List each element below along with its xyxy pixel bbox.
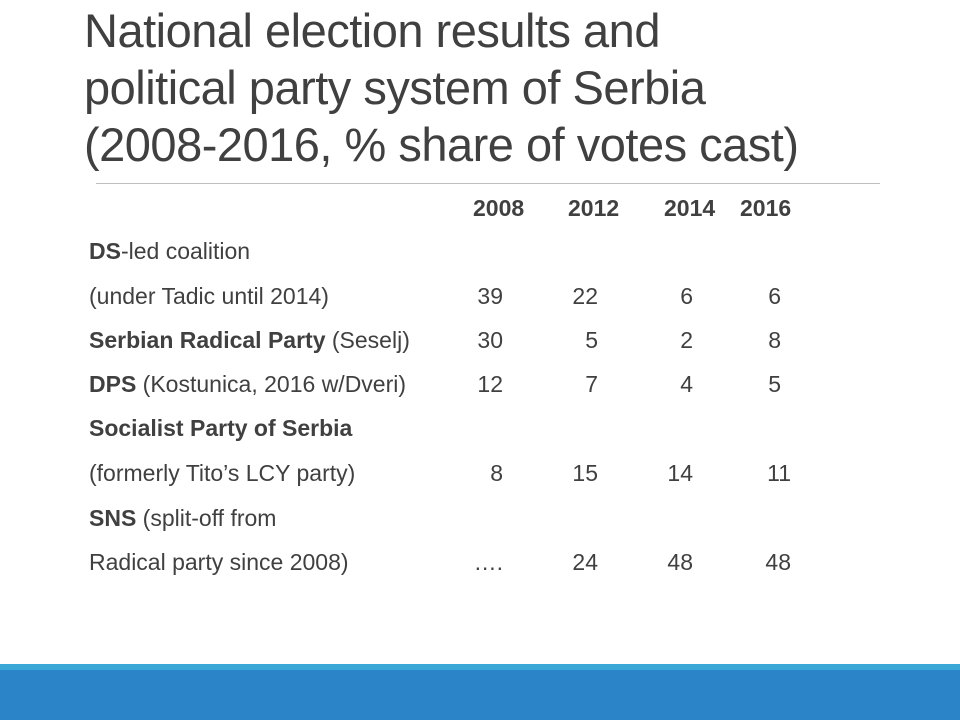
slide-title: National election results and political … (84, 2, 944, 173)
row-label-rest: (under Tadic until 2014) (89, 283, 329, 309)
cell-value: 15 (572, 460, 598, 486)
row-label: Radical party since 2008) (89, 548, 349, 576)
cell-value: …. (473, 549, 503, 575)
row-label: (formerly Tito’s LCY party) (89, 459, 355, 487)
cell-value: 2 (680, 327, 693, 353)
row-label-bold: Serbian Radical Party (89, 327, 326, 353)
row-label-rest: -led coalition (120, 238, 251, 264)
column-header-2008: 2008 (473, 195, 525, 221)
cell-value: 7 (585, 371, 598, 397)
cell-value: 22 (572, 283, 598, 309)
row-label: Serbian Radical Party (Seselj) (89, 326, 410, 354)
cell-value: 6 (768, 283, 781, 309)
row-label-rest: (split-off from (136, 505, 277, 531)
cell-value: 39 (477, 283, 503, 309)
row-label: SNS (split-off from (89, 504, 276, 532)
row-label-bold: SNS (89, 505, 137, 531)
cell-value: 5 (768, 371, 781, 397)
row-label-rest: (formerly Tito’s LCY party) (89, 460, 356, 486)
row-label-rest: (Seselj) (325, 327, 410, 353)
cell-value: 5 (585, 327, 598, 353)
cell-value: 6 (680, 283, 693, 309)
column-header-2016: 2016 (740, 195, 792, 221)
row-label-bold: DS (89, 238, 121, 264)
row-label-rest: (Kostunica, 2016 w/Dveri) (136, 371, 407, 397)
row-label-bold: DPS (89, 371, 137, 397)
title-divider (96, 183, 880, 184)
row-label: DS-led coalition (89, 237, 250, 265)
row-label: DPS (Kostunica, 2016 w/Dveri) (89, 370, 406, 398)
cell-value: 14 (667, 460, 693, 486)
column-header-2012: 2012 (568, 195, 620, 221)
row-label: (under Tadic until 2014) (89, 282, 329, 310)
row-label-bold: Socialist Party of Serbia (89, 415, 353, 441)
cell-value: 4 (680, 371, 693, 397)
column-header-2014: 2014 (664, 195, 716, 221)
title-line-1: National election results and (84, 4, 660, 57)
footer-band (0, 670, 960, 720)
row-label: Socialist Party of Serbia (89, 414, 352, 442)
cell-value: 12 (477, 371, 503, 397)
cell-value: 24 (572, 549, 598, 575)
cell-value: 11 (767, 460, 791, 486)
footer-accent-band (0, 664, 960, 670)
cell-value: 30 (477, 327, 503, 353)
row-label-rest: Radical party since 2008) (89, 549, 349, 575)
cell-value: 48 (765, 549, 791, 575)
title-line-3: (2008-2016, % share of votes cast) (84, 118, 799, 171)
cell-value: 8 (490, 460, 503, 486)
title-line-2: political party system of Serbia (84, 61, 706, 114)
cell-value: 48 (667, 549, 693, 575)
cell-value: 8 (768, 327, 781, 353)
